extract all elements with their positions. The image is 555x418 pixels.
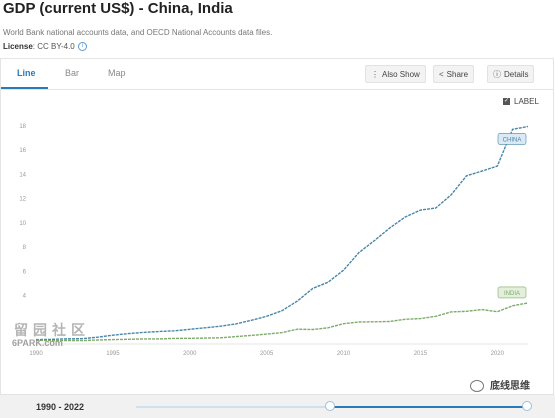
watermark-right-text: 底线思维 <box>490 381 530 392</box>
y-tick-label: 8 <box>23 245 27 251</box>
x-tick-label: 2000 <box>183 351 197 357</box>
info-icon[interactable]: i <box>77 42 87 52</box>
page-title: GDP (current US$) - China, India <box>3 0 233 17</box>
wechat-icon <box>470 380 484 393</box>
chart-panel: Line Bar Map ⋮ Also Show < Share ⓘ Details … <box>0 58 554 395</box>
source-note: World Bank national accounts data, and O… <box>3 28 273 37</box>
series-end-label-box <box>497 133 527 145</box>
x-tick-label: 2005 <box>260 351 274 357</box>
more-vertical-icon: ⋮ <box>371 70 379 79</box>
x-tick-label: 2010 <box>337 351 351 357</box>
watermark-right: 底线思维 <box>470 377 530 393</box>
y-tick-label: 14 <box>19 172 26 178</box>
license-label: License <box>3 42 33 51</box>
license-value: : CC BY-4.0 <box>32 42 75 51</box>
range-label: 1990 - 2022 <box>36 402 85 412</box>
tab-line[interactable]: Line <box>17 68 36 78</box>
details-button[interactable]: ⓘ Details <box>487 65 535 83</box>
tab-bar[interactable]: Bar <box>65 68 80 78</box>
y-tick-label: 10 <box>19 221 26 227</box>
y-tick-label: 4 <box>23 294 27 300</box>
x-tick-label: 1990 <box>29 351 43 357</box>
series-end-label: CHINA <box>503 137 522 143</box>
share-label: Share <box>446 70 469 79</box>
label-toggle-text: LABEL <box>514 97 539 106</box>
also-show-label: Also Show <box>382 70 420 79</box>
label-toggle[interactable]: ✓ LABEL <box>503 97 539 106</box>
tab-map[interactable]: Map <box>108 68 126 78</box>
x-tick-label: 1995 <box>106 351 120 357</box>
series-end-label: INDIA <box>504 291 520 297</box>
series-line-india <box>35 302 529 342</box>
range-footer: 1990 - 2022 <box>0 395 555 418</box>
y-tick-label: 16 <box>19 148 26 154</box>
active-tab-indicator <box>1 87 48 89</box>
range-slider-start-handle[interactable] <box>325 401 335 411</box>
share-button[interactable]: < Share <box>433 65 475 83</box>
range-slider-fill <box>330 406 528 408</box>
also-show-button[interactable]: ⋮ Also Show <box>365 65 426 83</box>
license-line: License: CC BY-4.0 i <box>3 42 87 52</box>
y-tick-label: 18 <box>19 124 26 130</box>
x-tick-label: 2015 <box>414 351 428 357</box>
watermark-left: 留园社区 <box>14 322 90 338</box>
info-circle-icon: ⓘ <box>493 70 501 79</box>
share-icon: < <box>439 70 444 79</box>
y-tick-label: 12 <box>19 197 26 203</box>
details-label: Details <box>504 70 529 79</box>
y-tick-label: 6 <box>23 269 27 275</box>
checkbox-checked-icon: ✓ <box>503 98 510 106</box>
series-line-china <box>35 125 529 341</box>
series-end-label-box <box>497 286 527 299</box>
chart-tabs: Line Bar Map ⋮ Also Show < Share ⓘ Details <box>1 59 553 90</box>
watermark-left-url: 6PARK.com <box>12 338 63 348</box>
x-tick-label: 2020 <box>491 351 505 357</box>
gdp-line-chart: 4 6 8 10 12 14 16 18 1990 1995 2000 2005 2010 2015 202… <box>19 124 529 357</box>
range-slider-end-handle[interactable] <box>522 401 532 411</box>
